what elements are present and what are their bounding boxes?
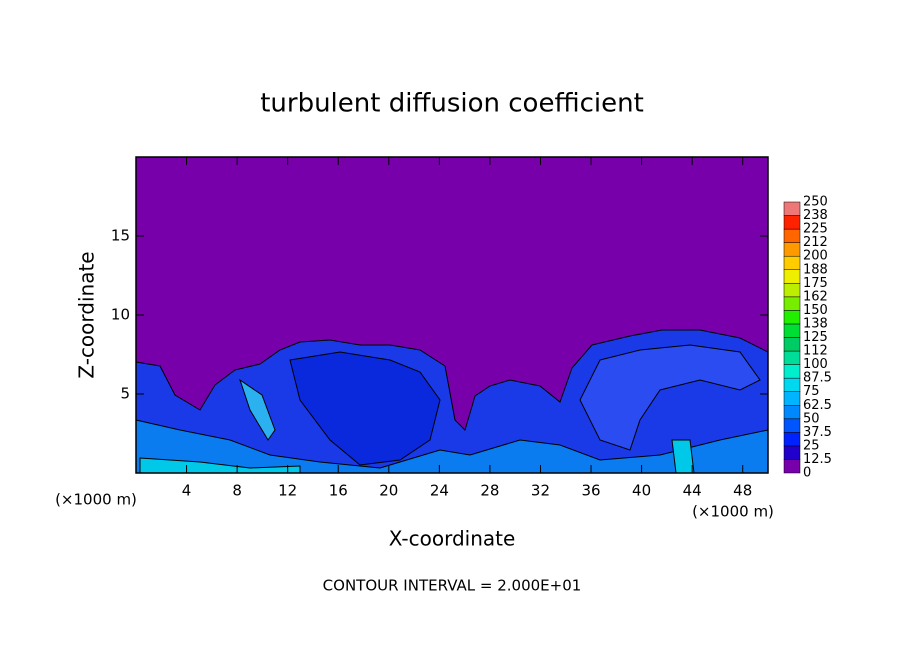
- colorbar-cell: [783, 445, 801, 460]
- colorbar-label: 225: [803, 222, 828, 237]
- colorbar-cell: [783, 228, 801, 243]
- colorbar-label: 62.5: [803, 398, 832, 413]
- x-tick-label: 4: [182, 482, 192, 500]
- colorbar-label: 100: [803, 357, 828, 372]
- x-tick-label: 32: [531, 482, 550, 500]
- x-tick-label: 40: [632, 482, 651, 500]
- y-tick-label: 5: [120, 385, 130, 403]
- field: [135, 157, 769, 474]
- colorbar-label: 200: [803, 249, 828, 264]
- x-tick-label: 8: [232, 482, 242, 500]
- x-tick-label: 12: [278, 482, 297, 500]
- colorbar-cell: [783, 432, 801, 447]
- x-axis-label: X-coordinate: [389, 527, 516, 551]
- field-region: [579, 344, 761, 451]
- x-unit-label: (×1000 m): [692, 503, 774, 521]
- x-tick-label: 16: [329, 482, 348, 500]
- colorbar-label: 12.5: [803, 452, 832, 467]
- colorbar-cell: [783, 350, 801, 365]
- y-tick-label: 15: [111, 227, 130, 245]
- colorbar-label: 37.5: [803, 425, 832, 440]
- colorbar-cell: [783, 323, 801, 338]
- footnote: CONTOUR INTERVAL = 2.000E+01: [323, 577, 582, 595]
- x-tick-label: 28: [480, 482, 499, 500]
- colorbar-cell: [783, 310, 801, 325]
- field-region: [239, 378, 276, 441]
- colorbar-label: 25: [803, 438, 820, 453]
- colorbar-label: 125: [803, 330, 828, 345]
- colorbar-cell: [783, 215, 801, 230]
- y-axis-label: Z-coordinate: [75, 251, 99, 378]
- colorbar-cell: [783, 283, 801, 298]
- colorbar-cell: [783, 242, 801, 257]
- colorbar-cell: [783, 255, 801, 271]
- x-tick-label: 20: [379, 482, 398, 500]
- chart-title: turbulent diffusion coefficient: [260, 89, 644, 119]
- colorbar-label: 175: [803, 276, 828, 291]
- colorbar-label: 162: [803, 289, 828, 304]
- colorbar-cell: [783, 418, 801, 433]
- colorbar-label: 0: [803, 466, 811, 481]
- field-region: [289, 351, 441, 466]
- colorbar-cell: [783, 377, 801, 392]
- x-tick-label: 44: [683, 482, 702, 500]
- colorbar-label: 188: [803, 262, 828, 277]
- colorbar-cell: [783, 405, 801, 420]
- colorbar-cell: [783, 364, 801, 379]
- x-tick-label: 36: [581, 482, 600, 500]
- colorbar-label: 112: [803, 344, 828, 359]
- colorbar-cell: [783, 201, 801, 216]
- y-unit-label: (×1000 m): [55, 491, 137, 509]
- x-tick-label: 24: [430, 482, 449, 500]
- x-tick-label: 48: [733, 482, 752, 500]
- colorbar-cell: [783, 391, 801, 406]
- colorbar-label: 50: [803, 411, 820, 426]
- colorbar-cell: [783, 296, 801, 311]
- colorbar-label: 238: [803, 208, 828, 223]
- colorbar-cell: [783, 269, 801, 284]
- colorbar-cell: [783, 337, 801, 352]
- colorbar-label: 138: [803, 316, 828, 331]
- y-tick-label: 10: [111, 306, 130, 324]
- colorbar-label: 150: [803, 303, 828, 318]
- colorbar-cell: [783, 459, 801, 474]
- colorbar-label: 212: [803, 235, 828, 250]
- colorbar-label: 75: [803, 384, 820, 399]
- colorbar-label: 87.5: [803, 371, 832, 386]
- colorbar-label: 250: [803, 195, 828, 210]
